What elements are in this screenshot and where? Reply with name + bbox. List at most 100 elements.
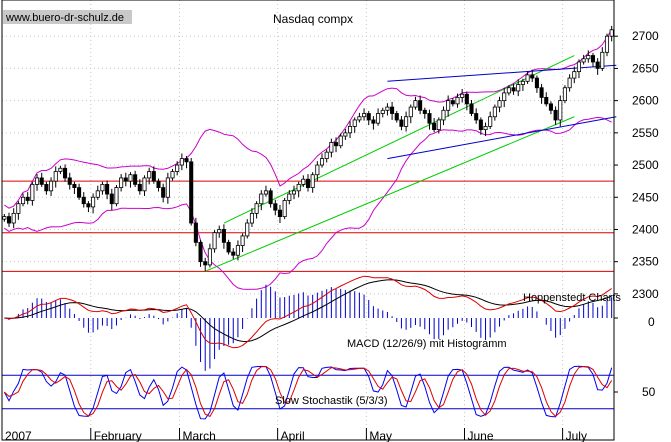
candle-up bbox=[492, 106, 497, 118]
macd-panel bbox=[4, 275, 613, 371]
candle-down bbox=[427, 113, 432, 124]
candle-up bbox=[441, 109, 446, 121]
candle-up bbox=[100, 183, 105, 192]
candle-up bbox=[170, 171, 175, 179]
candle-up bbox=[567, 77, 572, 89]
candle-up bbox=[142, 177, 147, 192]
candle-down bbox=[63, 167, 68, 179]
candle-up bbox=[165, 177, 170, 198]
candle-up bbox=[310, 174, 315, 189]
candle-down bbox=[595, 61, 600, 69]
candle-down bbox=[109, 193, 114, 205]
candle-up bbox=[338, 135, 343, 147]
candle-down bbox=[333, 142, 339, 147]
candle-up bbox=[446, 100, 451, 111]
candle-down bbox=[394, 113, 399, 121]
candle-up bbox=[562, 87, 567, 102]
stochastic-label: Slow Stochastik (5/3/3) bbox=[275, 395, 388, 407]
candle-up bbox=[179, 158, 184, 166]
y-tick-label: 2700 bbox=[632, 29, 659, 43]
candle-up bbox=[572, 71, 577, 79]
candle-down bbox=[231, 251, 236, 256]
candle-up bbox=[600, 51, 605, 69]
candle-down bbox=[399, 119, 404, 127]
credit-label: Hoppenstedt Charts bbox=[523, 292, 621, 304]
candle-down bbox=[432, 122, 437, 131]
y-tick-label: 2450 bbox=[632, 190, 659, 204]
candle-down bbox=[273, 203, 278, 211]
candle-up bbox=[259, 193, 264, 205]
y-tick-label: 2500 bbox=[632, 158, 659, 172]
candle-up bbox=[240, 235, 245, 246]
candle-up bbox=[516, 84, 521, 92]
candle-down bbox=[478, 119, 483, 131]
candle-up bbox=[35, 177, 40, 185]
x-tick-label: April bbox=[281, 429, 305, 442]
candle-up bbox=[376, 113, 381, 124]
candle-up bbox=[30, 183, 35, 201]
candle-up bbox=[343, 132, 348, 137]
candle-up bbox=[245, 222, 250, 237]
candle-down bbox=[25, 196, 30, 201]
watermark-box bbox=[3, 10, 132, 24]
candle-up bbox=[362, 113, 367, 118]
candle-down bbox=[590, 55, 596, 63]
stoch-k-line bbox=[3, 365, 613, 420]
candle-up bbox=[315, 164, 320, 176]
y-tick-label: 2550 bbox=[632, 126, 659, 140]
y-tick-label: 2300 bbox=[632, 287, 659, 301]
candle-down bbox=[184, 158, 189, 163]
candle-down bbox=[221, 229, 226, 243]
stoch-d-line bbox=[3, 365, 613, 418]
y-tick-label: 2400 bbox=[632, 222, 659, 236]
candle-up bbox=[296, 183, 301, 192]
candle-down bbox=[203, 261, 208, 266]
candle-up bbox=[497, 100, 502, 108]
candle-up bbox=[408, 106, 413, 118]
plot-frame bbox=[1, 0, 615, 441]
candle-down bbox=[6, 216, 12, 224]
candle-up bbox=[58, 167, 63, 172]
y-tick-label: 2600 bbox=[632, 94, 659, 108]
candle-down bbox=[226, 241, 231, 253]
candle-down bbox=[161, 187, 166, 198]
bollinger-lower bbox=[4, 116, 612, 290]
candle-up bbox=[11, 212, 16, 224]
grid bbox=[1, 0, 614, 428]
candle-down bbox=[133, 174, 138, 185]
stochastic-panel bbox=[2, 365, 614, 420]
candle-down bbox=[305, 178, 311, 189]
candle-down bbox=[189, 161, 194, 224]
candle-up bbox=[319, 158, 325, 166]
candle-up bbox=[119, 177, 124, 189]
candle-down bbox=[77, 187, 82, 198]
candle-up bbox=[207, 248, 212, 266]
trend-line bbox=[223, 55, 575, 224]
candle-down bbox=[464, 93, 469, 105]
y-tick-label: 2350 bbox=[632, 255, 659, 269]
candle-up bbox=[455, 97, 460, 105]
chart-title: Nasdaq compx bbox=[273, 12, 353, 26]
candle-up bbox=[586, 55, 591, 60]
candle-up bbox=[483, 126, 488, 131]
x-tick-label: July bbox=[566, 429, 587, 442]
trend-line bbox=[387, 116, 617, 160]
candle-up bbox=[404, 116, 409, 127]
candle-down bbox=[123, 177, 128, 182]
trend-line bbox=[387, 64, 617, 82]
candle-down bbox=[511, 87, 516, 92]
candle-up bbox=[53, 171, 58, 182]
candle-up bbox=[357, 116, 362, 121]
candle-up bbox=[348, 126, 353, 134]
candle-up bbox=[212, 232, 217, 250]
candle-up bbox=[16, 203, 21, 214]
candle-down bbox=[193, 222, 198, 243]
candle-down bbox=[277, 209, 283, 217]
candle-up bbox=[114, 187, 119, 205]
watermark-text: www.buero-dr-schulz.de bbox=[5, 12, 124, 24]
candle-up bbox=[95, 190, 100, 198]
candle-down bbox=[530, 74, 535, 79]
candle-up bbox=[91, 196, 96, 208]
